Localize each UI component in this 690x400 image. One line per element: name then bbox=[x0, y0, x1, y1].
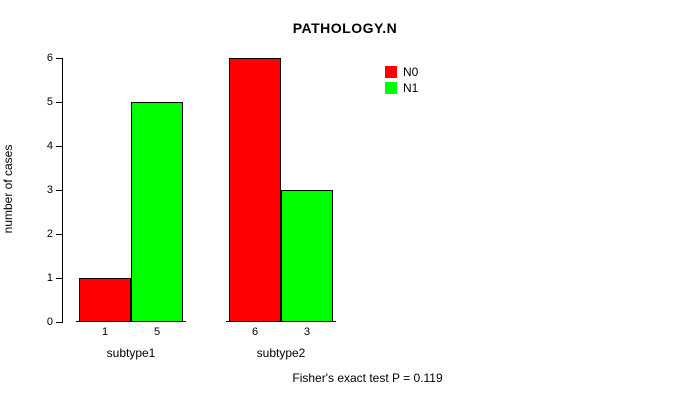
y-axis-tick-label: 5 bbox=[46, 96, 53, 108]
group-label: subtype2 bbox=[256, 346, 306, 360]
legend: N0 N1 bbox=[385, 64, 418, 96]
y-axis-tick bbox=[56, 277, 63, 279]
legend-item-n0: N0 bbox=[385, 64, 418, 80]
legend-swatch-n1 bbox=[385, 82, 397, 94]
bar-n1-subtype1 bbox=[131, 102, 183, 322]
bar-value-label: 3 bbox=[303, 326, 311, 338]
group-label: subtype1 bbox=[106, 346, 156, 360]
bar-n0-subtype2 bbox=[229, 58, 281, 322]
fisher-test-note: Fisher's exact test P = 0.119 bbox=[292, 371, 443, 385]
y-axis-tick-label: 0 bbox=[46, 316, 53, 328]
bar-n1-subtype2 bbox=[281, 190, 333, 322]
y-axis-tick bbox=[56, 145, 63, 147]
chart-title: PATHOLOGY.N bbox=[292, 20, 398, 36]
bar-n0-subtype1 bbox=[79, 278, 131, 322]
y-axis-tick bbox=[56, 233, 63, 235]
y-axis-tick-label: 6 bbox=[46, 52, 53, 64]
y-axis-tick-label: 1 bbox=[46, 272, 53, 284]
y-axis-label: number of cases bbox=[1, 144, 15, 234]
legend-swatch-n0 bbox=[385, 66, 397, 78]
legend-label: N0 bbox=[403, 65, 419, 79]
bar-value-label: 6 bbox=[251, 326, 259, 338]
plot-area: 0 1 2 3 4 5 6 subtype1 1 5 subtype2 6 3 bbox=[47, 52, 363, 360]
y-axis-tick bbox=[56, 57, 63, 59]
bar-value-label: 1 bbox=[101, 326, 109, 338]
y-axis-tick bbox=[56, 101, 63, 103]
y-axis-tick bbox=[56, 321, 63, 323]
legend-item-n1: N1 bbox=[385, 80, 418, 96]
bar-value-label: 5 bbox=[153, 326, 161, 338]
y-axis-tick-label: 2 bbox=[46, 228, 53, 240]
y-axis-tick-label: 4 bbox=[46, 140, 53, 152]
legend-label: N1 bbox=[403, 81, 419, 95]
y-axis-tick-label: 3 bbox=[46, 184, 53, 196]
y-axis-tick bbox=[56, 189, 63, 191]
